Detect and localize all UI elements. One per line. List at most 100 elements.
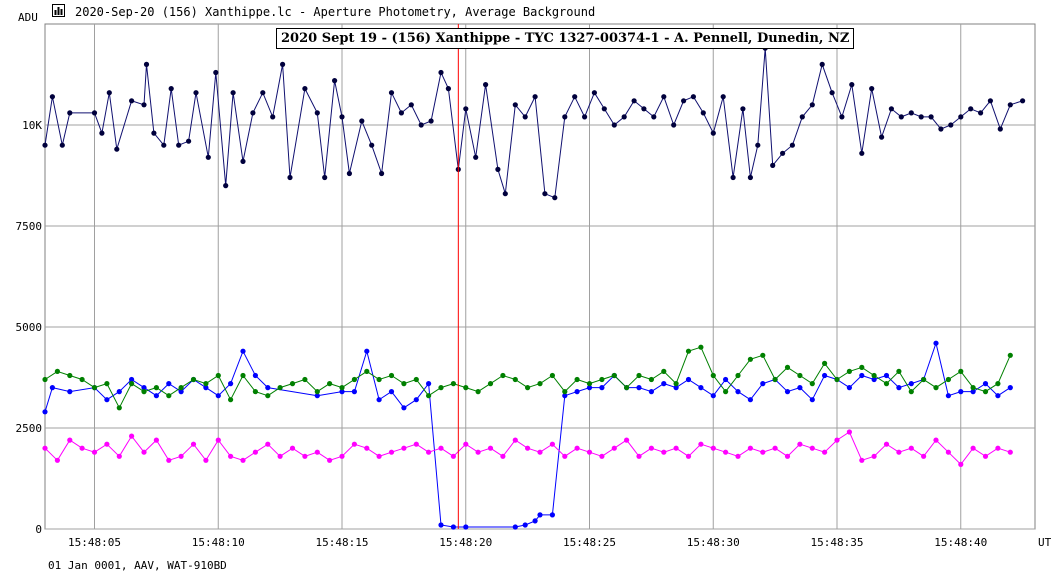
data-point — [987, 98, 994, 104]
data-point — [215, 437, 221, 443]
data-point — [760, 352, 766, 358]
data-point — [896, 449, 902, 455]
data-point — [562, 393, 568, 399]
data-point — [42, 142, 48, 148]
data-point — [346, 170, 352, 177]
data-point — [611, 122, 617, 128]
data-point — [463, 441, 469, 447]
data-point — [418, 122, 424, 128]
data-point — [42, 409, 48, 415]
data-point — [591, 90, 598, 96]
data-point — [819, 61, 825, 67]
data-point — [450, 524, 456, 530]
data-point — [574, 389, 580, 395]
data-point — [228, 381, 234, 387]
data-point — [896, 368, 902, 374]
plot-area[interactable] — [44, 23, 1036, 530]
data-point — [287, 174, 293, 181]
data-point — [599, 376, 605, 383]
data-point — [302, 453, 308, 459]
data-point — [500, 372, 506, 379]
data-point — [413, 441, 419, 447]
data-point — [161, 142, 167, 148]
data-point — [720, 94, 726, 100]
data-point — [685, 376, 692, 383]
data-point — [166, 457, 172, 463]
data-point — [143, 61, 150, 67]
data-point — [542, 191, 548, 197]
data-point — [648, 376, 655, 383]
data-point — [522, 522, 528, 528]
data-point — [661, 381, 667, 387]
x-tick-labels: 15:48:05 15:48:10 15:48:15 15:48:20 15:48:25… — [68, 536, 987, 549]
data-point — [67, 389, 73, 395]
data-point — [379, 170, 385, 177]
data-point — [339, 389, 345, 395]
data-point — [129, 381, 135, 387]
data-point — [562, 389, 568, 395]
window-title: 2020-Sep-20 (156) Xanthippe.lc - Apertur… — [75, 5, 596, 19]
data-point — [252, 449, 258, 455]
data-point — [228, 453, 234, 459]
data-point — [846, 429, 853, 435]
data-point — [277, 453, 283, 459]
data-point — [168, 86, 174, 92]
data-point — [475, 389, 481, 395]
data-point — [641, 106, 647, 112]
data-point — [549, 441, 556, 447]
data-point — [116, 405, 122, 411]
data-point — [809, 381, 815, 387]
data-point — [735, 389, 741, 395]
data-point — [797, 385, 803, 391]
data-point — [438, 69, 444, 76]
data-point — [700, 110, 706, 116]
data-point — [104, 381, 110, 387]
x-axis-label: UT — [1038, 536, 1052, 549]
data-point — [888, 106, 895, 112]
data-point — [784, 453, 791, 459]
data-point — [401, 405, 407, 411]
data-point — [968, 106, 974, 112]
data-point — [302, 376, 308, 383]
data-point — [532, 518, 538, 524]
data-point — [970, 445, 976, 451]
chart-app-icon[interactable] — [52, 4, 65, 17]
data-point — [413, 376, 419, 383]
data-point — [223, 183, 229, 189]
data-point — [450, 453, 456, 459]
data-point — [780, 150, 786, 156]
data-point — [512, 437, 518, 443]
grid-lines — [45, 24, 1035, 530]
data-point — [572, 94, 578, 100]
data-point — [190, 441, 197, 447]
data-point — [426, 449, 432, 455]
data-point — [49, 94, 56, 100]
data-point — [42, 445, 48, 451]
data-point — [487, 445, 494, 451]
data-point — [265, 385, 271, 391]
data-point — [376, 453, 382, 459]
data-point — [797, 441, 803, 447]
data-point — [661, 449, 667, 455]
data-point — [260, 90, 266, 96]
data-point — [364, 348, 370, 354]
x-tick-label: 15:48:35 — [811, 536, 864, 549]
data-point — [67, 110, 73, 116]
data-point — [512, 376, 518, 383]
data-point — [228, 397, 234, 403]
data-point — [475, 449, 481, 455]
data-point — [376, 376, 382, 383]
data-point — [230, 90, 236, 96]
data-point — [822, 360, 828, 366]
footer-info: 01 Jan 0001, AAV, WAT-910BD — [48, 559, 227, 572]
data-point — [314, 389, 320, 395]
data-point — [537, 449, 543, 455]
data-point — [648, 445, 655, 451]
data-point — [908, 389, 914, 395]
data-point — [636, 372, 642, 379]
x-tick-label: 15:48:15 — [316, 536, 369, 549]
data-point — [698, 385, 704, 391]
data-point — [314, 393, 320, 399]
data-point — [945, 393, 952, 399]
